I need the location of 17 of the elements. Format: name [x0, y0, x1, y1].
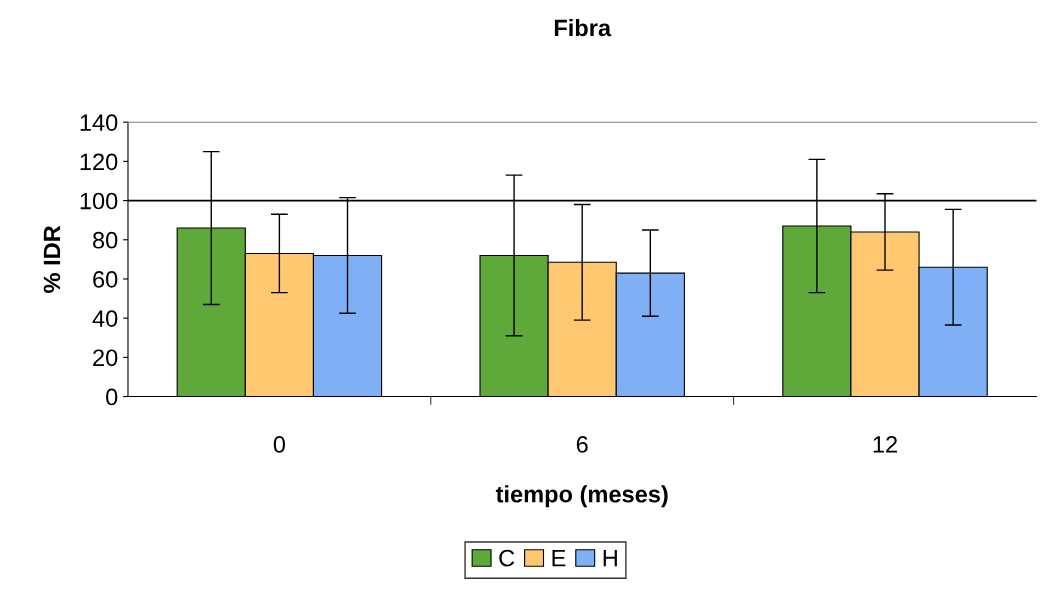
x-tick-label: 0 [273, 436, 286, 453]
y-tick-label: 140 [80, 114, 118, 131]
y-axis-title: % IDR [43, 225, 61, 293]
legend-label: H [603, 549, 617, 567]
y-tick-label: 120 [80, 153, 118, 171]
y-tick-label: 40 [92, 310, 118, 327]
y-tick-label: 80 [93, 231, 118, 249]
y-tick-label: 60 [93, 271, 118, 288]
x-tick-label: 12 [873, 436, 897, 453]
y-tick-label: 20 [93, 349, 118, 367]
chart-title: Fibra [554, 18, 612, 37]
x-tick-label: 6 [576, 436, 588, 453]
legend-label: C [499, 549, 515, 567]
y-tick-label: 100 [80, 192, 118, 210]
legend-label: E [552, 549, 566, 567]
y-tick-label: 0 [106, 388, 118, 406]
x-axis-title: tiempo (meses) [495, 485, 668, 508]
